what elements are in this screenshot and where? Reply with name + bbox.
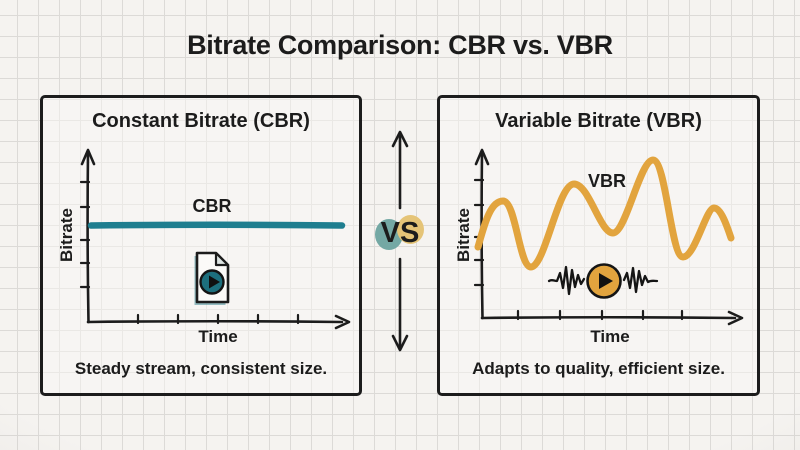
- video-file-play-icon: [194, 251, 230, 305]
- cbr-x-axis-label: Time: [198, 327, 238, 346]
- cbr-caption: Steady stream, consistent size.: [74, 359, 328, 378]
- up-arrow-icon: [391, 130, 409, 148]
- x-axis-arrow-icon: [727, 310, 744, 326]
- vbr-caption: Adapts to quality, efficient size.: [472, 359, 725, 378]
- cbr-axes: [79, 148, 351, 330]
- vbr-panel: Variable Bitrate (VBR) VBR Bitrate Time …: [437, 95, 760, 396]
- vbr-panel-heading: Variable Bitrate (VBR): [495, 110, 702, 132]
- waveform-left: [547, 265, 586, 296]
- y-axis-arrow-icon: [474, 148, 490, 166]
- x-axis-arrow-icon: [334, 314, 351, 330]
- page-title: Bitrate Comparison: CBR vs. VBR: [187, 30, 613, 60]
- vbr-y-axis-label: Bitrate: [454, 208, 473, 262]
- play-icon: [209, 275, 220, 289]
- vs-divider-arrows: [391, 130, 409, 352]
- down-arrow-icon: [391, 334, 409, 352]
- vbr-curve: [474, 156, 735, 271]
- file-fold-corner: [214, 251, 230, 267]
- cbr-chart: [79, 148, 351, 330]
- play-icon: [599, 273, 613, 289]
- vs-label: VS: [380, 217, 420, 249]
- waveform-right: [622, 266, 659, 294]
- cbr-panel-heading: Constant Bitrate (CBR): [92, 110, 310, 132]
- cbr-y-axis-label: Bitrate: [57, 208, 76, 262]
- vbr-curve-label: VBR: [587, 171, 626, 191]
- cbr-panel: Constant Bitrate (CBR) CBR Bitrate Time …: [40, 95, 362, 396]
- audio-waveform-play-icon: [547, 263, 659, 299]
- vbr-x-axis-label: Time: [590, 327, 630, 346]
- vbr-chart: [473, 148, 744, 326]
- cbr-line-label: CBR: [192, 196, 232, 216]
- vs-gold-circle: [397, 215, 424, 244]
- y-axis-arrow-icon: [80, 148, 96, 166]
- vs-badge: VS: [374, 211, 426, 255]
- cbr-line: [87, 221, 346, 229]
